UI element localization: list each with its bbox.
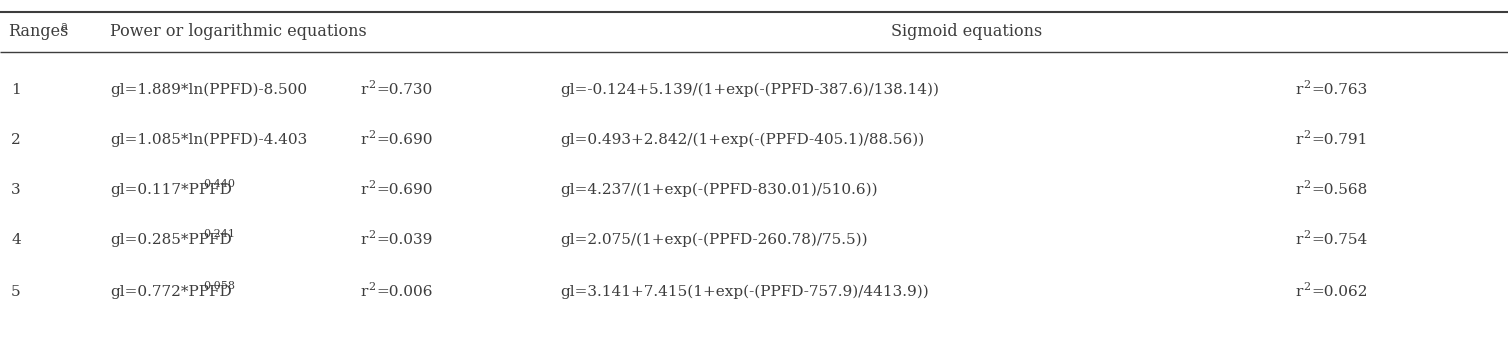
Text: r: r [1295, 83, 1303, 97]
Text: Ranges: Ranges [8, 24, 68, 40]
Text: 2: 2 [1303, 282, 1310, 292]
Text: =0.006: =0.006 [375, 285, 433, 299]
Text: =0.730: =0.730 [375, 83, 433, 97]
Text: 4: 4 [11, 233, 21, 247]
Text: r: r [1295, 183, 1303, 197]
Text: =0.754: =0.754 [1310, 233, 1368, 247]
Text: gl=1.085*ln(PPFD)-4.403: gl=1.085*ln(PPFD)-4.403 [110, 133, 308, 147]
Text: gl=4.237/(1+exp(-(PPFD-830.01)/510.6)): gl=4.237/(1+exp(-(PPFD-830.01)/510.6)) [559, 183, 878, 197]
Text: gl=0.772*PPFD: gl=0.772*PPFD [110, 285, 232, 299]
Text: =0.690: =0.690 [375, 133, 433, 147]
Text: r: r [360, 233, 368, 247]
Text: r: r [360, 83, 368, 97]
Text: r: r [1295, 285, 1303, 299]
Text: r: r [1295, 133, 1303, 147]
Text: r: r [360, 183, 368, 197]
Text: =0.791: =0.791 [1310, 133, 1368, 147]
Text: 2: 2 [368, 230, 375, 240]
Text: gl=1.889*ln(PPFD)-8.500: gl=1.889*ln(PPFD)-8.500 [110, 83, 308, 97]
Text: 5: 5 [11, 285, 21, 299]
Text: 2: 2 [368, 130, 375, 140]
Text: 2: 2 [1303, 180, 1310, 190]
Text: a: a [60, 19, 66, 32]
Text: gl=-0.124+5.139/(1+exp(-(PPFD-387.6)/138.14)): gl=-0.124+5.139/(1+exp(-(PPFD-387.6)/138… [559, 83, 939, 97]
Text: =0.568: =0.568 [1310, 183, 1368, 197]
Text: r: r [360, 133, 368, 147]
Text: r: r [360, 285, 368, 299]
Text: gl=0.285*PPFD: gl=0.285*PPFD [110, 233, 232, 247]
Text: =0.039: =0.039 [375, 233, 433, 247]
Text: gl=3.141+7.415(1+exp(-(PPFD-757.9)/4413.9)): gl=3.141+7.415(1+exp(-(PPFD-757.9)/4413.… [559, 285, 929, 299]
Text: 1: 1 [11, 83, 21, 97]
Text: 2: 2 [368, 282, 375, 292]
Text: =0.690: =0.690 [375, 183, 433, 197]
Text: Power or logarithmic equations: Power or logarithmic equations [110, 24, 366, 40]
Text: 2: 2 [368, 180, 375, 190]
Text: r: r [1295, 233, 1303, 247]
Text: 0.241: 0.241 [204, 229, 235, 239]
Text: =0.763: =0.763 [1310, 83, 1368, 97]
Text: 3: 3 [11, 183, 21, 197]
Text: Sigmoid equations: Sigmoid equations [891, 24, 1042, 40]
Text: 2: 2 [1303, 230, 1310, 240]
Text: 2: 2 [368, 80, 375, 90]
Text: 0.440: 0.440 [204, 179, 235, 189]
Text: 2: 2 [1303, 130, 1310, 140]
Text: =0.062: =0.062 [1310, 285, 1368, 299]
Text: gl=0.493+2.842/(1+exp(-(PPFD-405.1)/88.56)): gl=0.493+2.842/(1+exp(-(PPFD-405.1)/88.5… [559, 133, 924, 147]
Text: 0.058: 0.058 [204, 281, 235, 291]
Text: gl=2.075/(1+exp(-(PPFD-260.78)/75.5)): gl=2.075/(1+exp(-(PPFD-260.78)/75.5)) [559, 233, 867, 247]
Text: gl=0.117*PPFD: gl=0.117*PPFD [110, 183, 232, 197]
Text: 2: 2 [11, 133, 21, 147]
Text: 2: 2 [1303, 80, 1310, 90]
